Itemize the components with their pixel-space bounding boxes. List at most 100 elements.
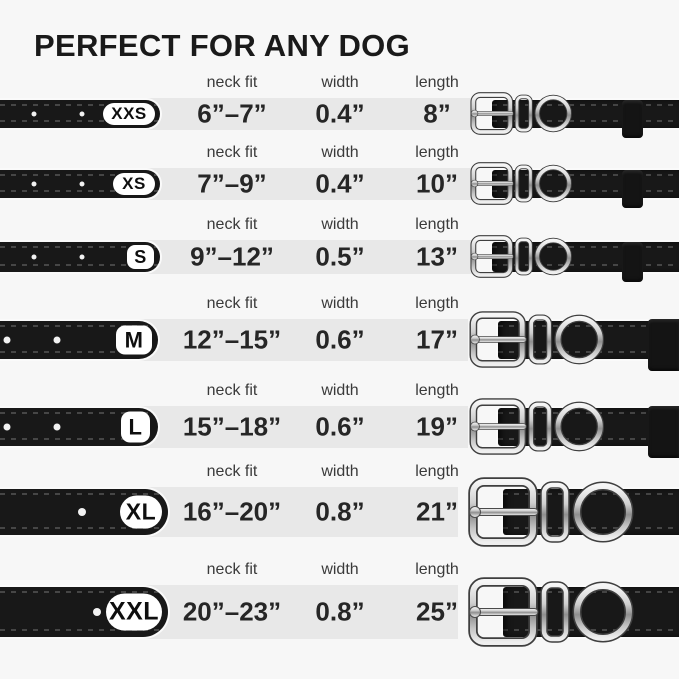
- neck-fit-label: neck fit: [206, 463, 258, 480]
- neck-fit-value: 20”–23”: [182, 596, 282, 627]
- size-badge: L: [121, 411, 150, 443]
- buckle-hardware: [468, 577, 634, 647]
- size-badge: S: [127, 245, 154, 269]
- length-value: 17”: [416, 324, 458, 355]
- neck-fit-value: 16”–20”: [182, 496, 282, 527]
- d-ring-icon: [554, 401, 605, 452]
- d-ring-icon: [572, 481, 634, 543]
- d-ring-icon: [554, 314, 605, 365]
- strap-hole: [53, 423, 61, 431]
- width-label: width: [321, 295, 359, 312]
- width-label: width: [321, 216, 359, 233]
- pin-icon: [470, 334, 527, 345]
- d-ring-icon: [534, 164, 572, 203]
- length-label: length: [415, 382, 459, 399]
- collar-strap-end: XXS: [0, 100, 160, 128]
- width-value: 0.5”: [315, 241, 365, 272]
- neck-fit-label: neck fit: [206, 382, 258, 399]
- leather-keeper: [622, 242, 643, 282]
- neck-fit-value: 7”–9”: [197, 168, 267, 199]
- pin-icon: [470, 109, 514, 118]
- buckle-hardware: [470, 162, 572, 205]
- collar-row-m: neck fit width length 12”–15” 0.6” 17” M: [0, 280, 679, 410]
- width-value: 0.8”: [315, 596, 365, 627]
- width-value: 0.6”: [315, 411, 365, 442]
- keeper-icon: [528, 401, 553, 452]
- leather-keeper: [622, 100, 643, 138]
- strap-hole: [79, 181, 85, 187]
- collar-strap-end: S: [0, 242, 160, 272]
- buckle-hardware: [470, 92, 572, 135]
- neck-fit-label: neck fit: [206, 216, 258, 233]
- keeper-icon: [540, 481, 570, 543]
- length-value: 21”: [416, 496, 458, 527]
- strap-hole: [31, 254, 37, 260]
- collar-row-xl: neck fit width length 16”–20” 0.8” 21” X…: [0, 452, 679, 582]
- leather-keeper: [622, 170, 643, 208]
- d-ring-icon: [572, 581, 634, 643]
- width-label: width: [321, 463, 359, 480]
- keeper-icon: [514, 237, 533, 276]
- length-label: length: [415, 295, 459, 312]
- strap-hole: [3, 336, 11, 344]
- leather-keeper: [648, 319, 679, 371]
- collar-strap-buckle-side: [492, 170, 679, 198]
- width-value: 0.4”: [315, 98, 365, 129]
- pin-icon: [469, 606, 539, 618]
- strap-hole: [93, 608, 101, 616]
- neck-fit-value: 9”–12”: [190, 241, 274, 272]
- leather-keeper: [648, 406, 679, 458]
- length-label: length: [415, 463, 459, 480]
- collar-row-xs: neck fit width length 7”–9” 0.4” 10” XS: [0, 124, 679, 254]
- length-value: 19”: [416, 411, 458, 442]
- width-value: 0.8”: [315, 496, 365, 527]
- page-title: PERFECT FOR ANY DOG: [34, 28, 411, 63]
- buckle-hardware: [470, 235, 572, 278]
- collar-row-xxl: neck fit width length 20”–23” 0.8” 25” X…: [0, 552, 679, 679]
- buckle-hardware: [468, 477, 634, 547]
- collar-row-xxs: neck fit width length 6”–7” 0.4” 8” XXS: [0, 54, 679, 184]
- collar-strap-buckle-side: [492, 242, 679, 272]
- pin-icon: [470, 179, 514, 188]
- length-value: 10”: [416, 168, 458, 199]
- length-label: length: [415, 74, 459, 91]
- strap-hole: [78, 508, 86, 516]
- width-label: width: [321, 144, 359, 161]
- strap-hole: [31, 181, 37, 187]
- length-label: length: [415, 144, 459, 161]
- width-label: width: [321, 382, 359, 399]
- length-label: length: [415, 561, 459, 578]
- size-badge: XXL: [106, 593, 162, 631]
- keeper-icon: [540, 581, 570, 643]
- neck-fit-label: neck fit: [206, 295, 258, 312]
- keeper-icon: [514, 94, 533, 133]
- length-value: 13”: [416, 241, 458, 272]
- collar-strap-end: XXL: [0, 587, 168, 637]
- d-ring-icon: [534, 237, 572, 276]
- size-badge: XXS: [103, 103, 155, 125]
- width-label: width: [321, 74, 359, 91]
- collar-strap-end: XL: [0, 489, 168, 535]
- neck-fit-label: neck fit: [206, 74, 258, 91]
- strap-hole: [79, 111, 85, 117]
- strap-hole: [79, 254, 85, 260]
- keeper-icon: [528, 314, 553, 365]
- length-value: 25”: [416, 596, 458, 627]
- buckle-hardware: [469, 398, 605, 455]
- pin-icon: [470, 252, 514, 261]
- width-value: 0.4”: [315, 168, 365, 199]
- size-badge: M: [116, 325, 152, 355]
- neck-fit-value: 15”–18”: [182, 411, 282, 442]
- collar-strap-end: M: [0, 321, 158, 359]
- collar-strap-end: L: [0, 408, 158, 446]
- d-ring-icon: [534, 94, 572, 133]
- pin-icon: [469, 506, 539, 518]
- length-value: 8”: [423, 98, 451, 129]
- collar-strap-end: XS: [0, 170, 160, 198]
- strap-hole: [3, 423, 11, 431]
- collar-row-l: neck fit width length 15”–18” 0.6” 19” L: [0, 367, 679, 497]
- length-label: length: [415, 216, 459, 233]
- neck-fit-label: neck fit: [206, 144, 258, 161]
- collar-row-s: neck fit width length 9”–12” 0.5” 13” S: [0, 197, 679, 327]
